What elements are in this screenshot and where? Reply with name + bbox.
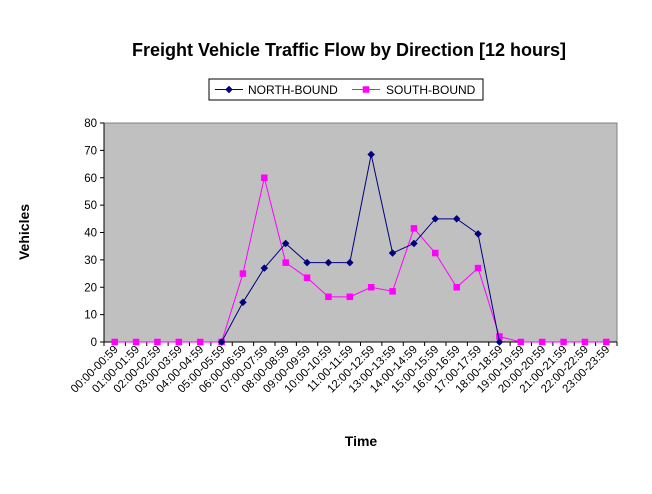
y-tick-label: 30 bbox=[84, 255, 97, 267]
data-point-north-bound bbox=[217, 338, 226, 346]
data-point-south-bound bbox=[346, 293, 354, 301]
data-point-south-bound bbox=[560, 338, 567, 346]
data-point-south-bound bbox=[517, 338, 525, 346]
data-point-south-bound bbox=[325, 293, 332, 301]
data-point-south-bound bbox=[603, 338, 610, 346]
data-point-north-bound bbox=[452, 214, 461, 223]
plot-area bbox=[103, 122, 618, 343]
data-point-north-bound bbox=[410, 239, 418, 248]
y-axis: 0 10 20 30 40 50 60 70 80 bbox=[84, 118, 105, 349]
legend: NORTH-BOUND SOUTH-BOUND bbox=[208, 78, 484, 101]
y-tick-label: 40 bbox=[84, 228, 97, 240]
data-point-south-bound bbox=[410, 225, 418, 232]
data-point-north-bound bbox=[303, 258, 311, 267]
legend-box bbox=[208, 78, 484, 101]
y-tick-label: 50 bbox=[84, 200, 97, 212]
data-point-north-bound bbox=[281, 239, 290, 248]
data-point-south-bound bbox=[581, 338, 589, 346]
data-point-south-bound bbox=[282, 259, 289, 266]
chart-title: Freight Vehicle Traffic Flow by Directio… bbox=[132, 40, 566, 60]
data-point-north-bound bbox=[324, 258, 333, 267]
data-point-north-bound bbox=[345, 258, 354, 267]
data-point-south-bound bbox=[538, 338, 546, 346]
legend-marker-north-bound bbox=[225, 85, 233, 94]
data-point-north-bound bbox=[474, 230, 482, 238]
legend-marker-shape-north-bound bbox=[225, 85, 233, 94]
data-point-north-bound bbox=[431, 214, 440, 223]
data-point-south-bound bbox=[111, 338, 118, 346]
y-tick-label: 80 bbox=[84, 118, 97, 130]
data-point-south-bound bbox=[453, 284, 460, 291]
y-axis-title: Vehicles bbox=[16, 204, 32, 260]
data-point-north-bound bbox=[495, 338, 504, 346]
x-axis: 00:00-00:5901:00-01:5902:00-02:5903:00-0… bbox=[69, 341, 618, 396]
series-layer bbox=[111, 150, 610, 346]
x-axis-title: Time bbox=[345, 433, 378, 449]
data-point-south-bound bbox=[389, 288, 396, 295]
data-point-north-bound bbox=[388, 249, 397, 257]
data-point-north-bound bbox=[239, 298, 247, 307]
y-tick-label: 10 bbox=[84, 310, 97, 322]
data-point-south-bound bbox=[303, 274, 311, 281]
legend-label-south-bound: SOUTH-BOUND bbox=[386, 83, 476, 97]
data-point-south-bound bbox=[367, 284, 375, 291]
legend-marker-shape-south-bound bbox=[362, 86, 370, 93]
data-point-north-bound bbox=[260, 264, 269, 272]
series-north-bound bbox=[217, 150, 504, 346]
legend-label-north-bound: NORTH-BOUND bbox=[248, 83, 338, 97]
data-point-south-bound bbox=[132, 338, 140, 346]
data-point-south-bound bbox=[154, 338, 161, 346]
y-tick-label: 60 bbox=[84, 173, 97, 185]
data-point-south-bound bbox=[474, 264, 482, 272]
y-tick-label: 70 bbox=[84, 145, 97, 157]
data-point-south-bound bbox=[196, 338, 204, 346]
y-tick-label: 0 bbox=[91, 337, 97, 349]
data-point-south-bound bbox=[239, 270, 247, 277]
y-tick-label: 20 bbox=[84, 282, 97, 294]
data-point-south-bound bbox=[432, 249, 439, 257]
series-line-south-bound bbox=[114, 177, 607, 343]
series-south-bound bbox=[111, 174, 610, 346]
data-point-south-bound bbox=[175, 338, 183, 346]
data-point-south-bound bbox=[261, 174, 268, 181]
data-point-north-bound bbox=[367, 150, 376, 159]
legend-marker-south-bound bbox=[362, 86, 370, 93]
